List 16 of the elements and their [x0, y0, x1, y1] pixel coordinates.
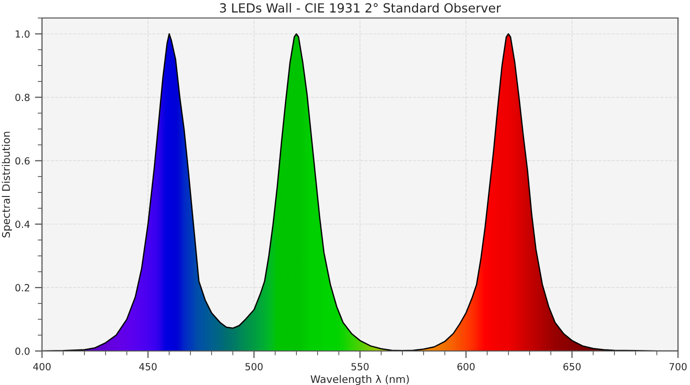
x-tick-label: 500	[245, 362, 263, 370]
chart-title: 3 LEDs Wall - CIE 1931 2° Standard Observer	[220, 2, 501, 13]
x-tick-label: 400	[33, 362, 51, 370]
y-tick-label: 1.0	[16, 30, 30, 38]
x-tick-label: 700	[670, 362, 687, 370]
y-tick-label: 0.2	[15, 284, 30, 292]
y-tick-label: 0.0	[15, 347, 30, 355]
x-tick-label: 450	[139, 362, 157, 370]
y-axis-title: Spectral Distribution	[2, 132, 12, 238]
y-tick-label: 0.4	[15, 220, 30, 228]
x-axis-title: Wavelength λ (nm)	[310, 374, 409, 385]
x-tick-label: 650	[563, 362, 581, 370]
y-tick-label: 0.6	[15, 157, 30, 165]
y-tick-label: 0.8	[15, 94, 30, 102]
x-tick-label: 600	[457, 362, 475, 370]
x-tick-label: 550	[351, 362, 369, 370]
